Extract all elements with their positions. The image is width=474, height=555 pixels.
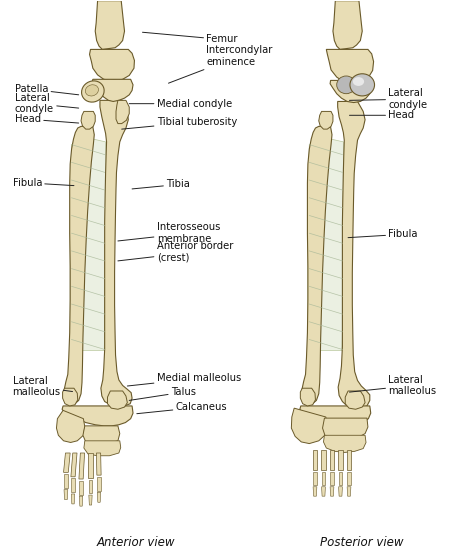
- Polygon shape: [79, 481, 82, 495]
- Ellipse shape: [350, 74, 374, 96]
- Polygon shape: [64, 490, 68, 500]
- Polygon shape: [64, 127, 94, 403]
- Text: Tibia: Tibia: [132, 179, 190, 189]
- Polygon shape: [321, 487, 325, 496]
- Ellipse shape: [337, 76, 356, 94]
- Text: Head: Head: [349, 110, 414, 120]
- Polygon shape: [90, 49, 135, 80]
- Text: Lateral
malleolus: Lateral malleolus: [12, 376, 73, 397]
- Polygon shape: [330, 487, 334, 496]
- Text: Femur: Femur: [143, 32, 238, 44]
- Text: Medial condyle: Medial condyle: [129, 99, 232, 109]
- Polygon shape: [330, 80, 371, 103]
- Text: Fibula: Fibula: [348, 229, 418, 239]
- Text: Patella: Patella: [15, 84, 79, 95]
- Ellipse shape: [85, 85, 99, 96]
- Polygon shape: [313, 472, 317, 485]
- Text: Intercondylar
eminence: Intercondylar eminence: [168, 46, 273, 83]
- Polygon shape: [62, 406, 133, 426]
- Polygon shape: [301, 388, 316, 406]
- Text: Head: Head: [15, 114, 79, 124]
- Polygon shape: [300, 406, 371, 426]
- Polygon shape: [71, 453, 77, 477]
- Polygon shape: [108, 391, 128, 409]
- Polygon shape: [319, 112, 333, 129]
- Polygon shape: [347, 487, 351, 496]
- Polygon shape: [95, 1, 125, 49]
- Text: Calcaneus: Calcaneus: [137, 402, 227, 413]
- Polygon shape: [70, 139, 106, 351]
- Polygon shape: [329, 450, 334, 470]
- Polygon shape: [97, 477, 100, 491]
- Text: Lateral
condyle: Lateral condyle: [15, 93, 79, 114]
- Text: Tibial tuberosity: Tibial tuberosity: [122, 117, 237, 129]
- Text: Anterior view: Anterior view: [96, 536, 174, 549]
- Polygon shape: [302, 127, 332, 403]
- Polygon shape: [64, 453, 70, 472]
- Polygon shape: [347, 472, 351, 485]
- Polygon shape: [63, 388, 78, 406]
- Polygon shape: [308, 139, 343, 351]
- Polygon shape: [92, 79, 133, 102]
- Text: Medial malleolus: Medial malleolus: [128, 374, 241, 386]
- Text: Interosseous
membrane: Interosseous membrane: [118, 223, 220, 244]
- Ellipse shape: [82, 81, 104, 102]
- Polygon shape: [116, 100, 129, 124]
- Polygon shape: [56, 410, 85, 442]
- Polygon shape: [345, 391, 365, 409]
- Text: Posterior view: Posterior view: [320, 536, 404, 549]
- Text: Talus: Talus: [129, 387, 196, 400]
- Polygon shape: [79, 453, 84, 479]
- Text: Fibula: Fibula: [12, 178, 74, 188]
- Polygon shape: [72, 478, 75, 492]
- Polygon shape: [79, 496, 82, 506]
- Text: Lateral
condyle: Lateral condyle: [349, 88, 428, 110]
- Polygon shape: [323, 435, 366, 452]
- Polygon shape: [97, 492, 100, 502]
- Polygon shape: [96, 453, 101, 475]
- Polygon shape: [338, 472, 342, 485]
- Polygon shape: [338, 487, 342, 496]
- Text: Lateral
malleolus: Lateral malleolus: [349, 375, 437, 396]
- Polygon shape: [100, 100, 132, 406]
- Polygon shape: [337, 102, 370, 408]
- Polygon shape: [338, 450, 343, 470]
- Polygon shape: [326, 49, 374, 84]
- Ellipse shape: [353, 77, 364, 86]
- Polygon shape: [292, 408, 327, 443]
- Polygon shape: [321, 472, 325, 485]
- Polygon shape: [81, 112, 95, 129]
- Polygon shape: [313, 450, 318, 470]
- Text: Anterior border
(crest): Anterior border (crest): [118, 241, 233, 263]
- Polygon shape: [89, 495, 92, 505]
- Polygon shape: [64, 474, 68, 488]
- Polygon shape: [89, 480, 92, 493]
- Polygon shape: [321, 450, 326, 470]
- Polygon shape: [333, 1, 362, 49]
- Polygon shape: [83, 426, 120, 443]
- Polygon shape: [330, 472, 334, 485]
- Polygon shape: [84, 441, 121, 456]
- Polygon shape: [346, 450, 351, 470]
- Polygon shape: [88, 453, 92, 478]
- Polygon shape: [313, 487, 317, 496]
- Polygon shape: [72, 494, 75, 504]
- Polygon shape: [322, 418, 368, 440]
